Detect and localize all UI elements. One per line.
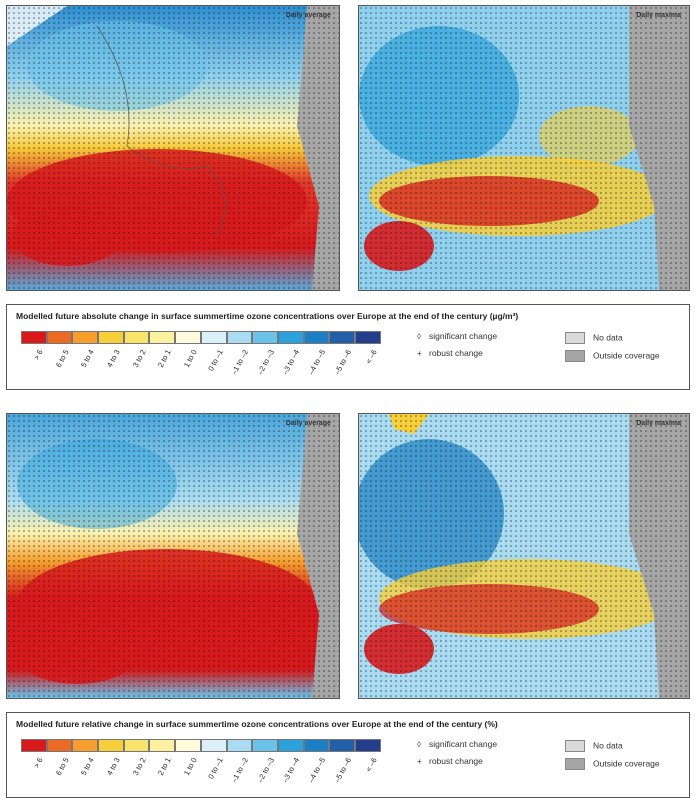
scale-swatch-label: –3 to –4	[280, 756, 302, 785]
robust-change-label: robust change	[429, 756, 483, 766]
map-rel-daily-maxima-graphic	[359, 414, 689, 698]
scale-swatch: 5 to 4	[72, 331, 99, 369]
no-data-swatch	[565, 332, 585, 344]
significant-change-item: ◊ significant change	[417, 331, 497, 341]
scale-swatch-label: < –6	[363, 756, 379, 774]
outside-coverage-swatch	[565, 350, 585, 362]
scale-swatch: –3 to –4	[277, 331, 304, 376]
significant-change-label: significant change	[429, 739, 498, 749]
scale-swatch-label: –4 to –5	[306, 348, 328, 377]
scale-swatch-label: 6 to 5	[53, 756, 71, 777]
panel-label-tr: Daily maxima	[636, 12, 681, 19]
map-rel-daily-average-graphic	[7, 414, 339, 698]
outside-coverage-swatch	[565, 758, 585, 770]
scale-swatch-label: < –6	[363, 348, 379, 366]
scale-swatch-label: > 6	[31, 348, 45, 362]
scale-swatch: 1 to 0	[175, 739, 201, 777]
scale-swatch: –5 to –6	[329, 739, 355, 784]
legend-relative: Modelled future relative change in surfa…	[6, 712, 690, 798]
robust-change-label: robust change	[429, 348, 483, 358]
legend-title: Modelled future absolute change in surfa…	[16, 311, 519, 321]
scale-swatch-label: 1 to 0	[182, 756, 199, 777]
scale-swatch: 0 to –1	[200, 331, 227, 372]
legend-absolute: Modelled future absolute change in surfa…	[6, 304, 690, 390]
map-abs-daily-average: Daily average	[6, 5, 340, 291]
panel-label-br: Daily maxima	[636, 420, 681, 427]
outside-coverage-item: Outside coverage	[565, 350, 660, 362]
scale-swatch: 4 to 3	[98, 739, 124, 777]
map-abs-daily-maxima-graphic	[359, 6, 689, 290]
scale-swatch: –1 to –2	[226, 739, 253, 784]
robust-change-item: + robust change	[417, 756, 483, 766]
no-data-item: No data	[565, 740, 623, 752]
scale-swatch-label: –1 to –2	[229, 756, 251, 785]
no-data-label: No data	[593, 332, 623, 343]
scale-swatch: –2 to –3	[252, 739, 278, 784]
scale-swatch: –3 to –4	[277, 739, 304, 784]
scale-swatch-label: 2 to 1	[156, 348, 174, 369]
panel-label-tl: Daily average	[285, 12, 331, 19]
scale-swatch: < –6	[354, 739, 381, 773]
scale-swatch-label: > 6	[31, 756, 45, 770]
scale-swatch-label: 0 to –1	[205, 756, 225, 781]
scale-swatch: 6 to 5	[46, 331, 73, 369]
map-rel-daily-maxima: Daily maxima	[358, 413, 690, 699]
scale-swatch-label: 4 to 3	[104, 756, 122, 777]
scale-swatch-label: 1 to 0	[182, 348, 199, 369]
scale-swatch-label: 0 to –1	[205, 348, 225, 373]
map-rel-daily-average: Daily average	[6, 413, 340, 699]
legend-title: Modelled future relative change in surfa…	[16, 719, 498, 729]
scale-swatch-label: 5 to 4	[79, 756, 97, 777]
scale-swatch: 3 to 2	[123, 739, 150, 777]
scale-swatch-label: –5 to –6	[332, 756, 353, 785]
scale-swatch: 0 to –1	[200, 739, 227, 780]
scale-swatch-label: 4 to 3	[104, 348, 122, 369]
scale-swatch-label: 5 to 4	[79, 348, 97, 369]
map-abs-daily-maxima: Daily maxima	[358, 5, 690, 291]
outside-coverage-label: Outside coverage	[593, 758, 660, 769]
scale-swatch: –1 to –2	[226, 331, 253, 376]
scale-swatch-label: –5 to –6	[332, 348, 353, 377]
no-data-swatch	[565, 740, 585, 752]
scale-swatch-label: –2 to –3	[255, 348, 276, 377]
scale-swatch: 4 to 3	[98, 331, 124, 369]
significant-change-item: ◊ significant change	[417, 739, 497, 749]
scale-swatch: > 6	[21, 739, 47, 770]
diamond-icon: ◊	[417, 332, 421, 341]
scale-swatch: 1 to 0	[175, 331, 201, 369]
plus-icon: +	[417, 349, 422, 358]
scale-swatch: 3 to 2	[123, 331, 150, 369]
diamond-icon: ◊	[417, 740, 421, 749]
outside-coverage-item: Outside coverage	[565, 758, 660, 770]
plus-icon: +	[417, 757, 422, 766]
scale-swatch: –4 to –5	[303, 739, 330, 784]
scale-swatch-label: 3 to 2	[130, 756, 148, 777]
scale-swatch: 6 to 5	[46, 739, 73, 777]
no-data-label: No data	[593, 740, 623, 751]
scale-swatch: < –6	[354, 331, 381, 365]
outside-coverage-label: Outside coverage	[593, 350, 660, 361]
scale-swatch: 2 to 1	[149, 739, 176, 777]
scale-swatch: –5 to –6	[329, 331, 355, 376]
scale-swatch-label: 3 to 2	[130, 348, 148, 369]
scale-swatch: > 6	[21, 331, 47, 362]
scale-swatch-label: –2 to –3	[255, 756, 276, 785]
map-abs-daily-average-graphic	[7, 6, 339, 290]
scale-swatch-label: –3 to –4	[280, 348, 302, 377]
scale-swatch: 2 to 1	[149, 331, 176, 369]
robust-change-item: + robust change	[417, 348, 483, 358]
scale-swatch: 5 to 4	[72, 739, 99, 777]
scale-swatch-label: 2 to 1	[156, 756, 174, 777]
color-scale: > 6 6 to 5 5 to 4 4 to 3 3 to 2 2 to 1 1 to 0 0…	[21, 739, 381, 784]
scale-swatch-label: –1 to –2	[229, 348, 251, 377]
scale-swatch: –4 to –5	[303, 331, 330, 376]
scale-swatch: –2 to –3	[252, 331, 278, 376]
panel-label-bl: Daily average	[285, 420, 331, 427]
scale-swatch-label: 6 to 5	[53, 348, 71, 369]
significant-change-label: significant change	[429, 331, 498, 341]
scale-swatch-label: –4 to –5	[306, 756, 328, 785]
no-data-item: No data	[565, 332, 623, 344]
color-scale: > 6 6 to 5 5 to 4 4 to 3 3 to 2 2 to 1 1 to 0 0…	[21, 331, 381, 376]
